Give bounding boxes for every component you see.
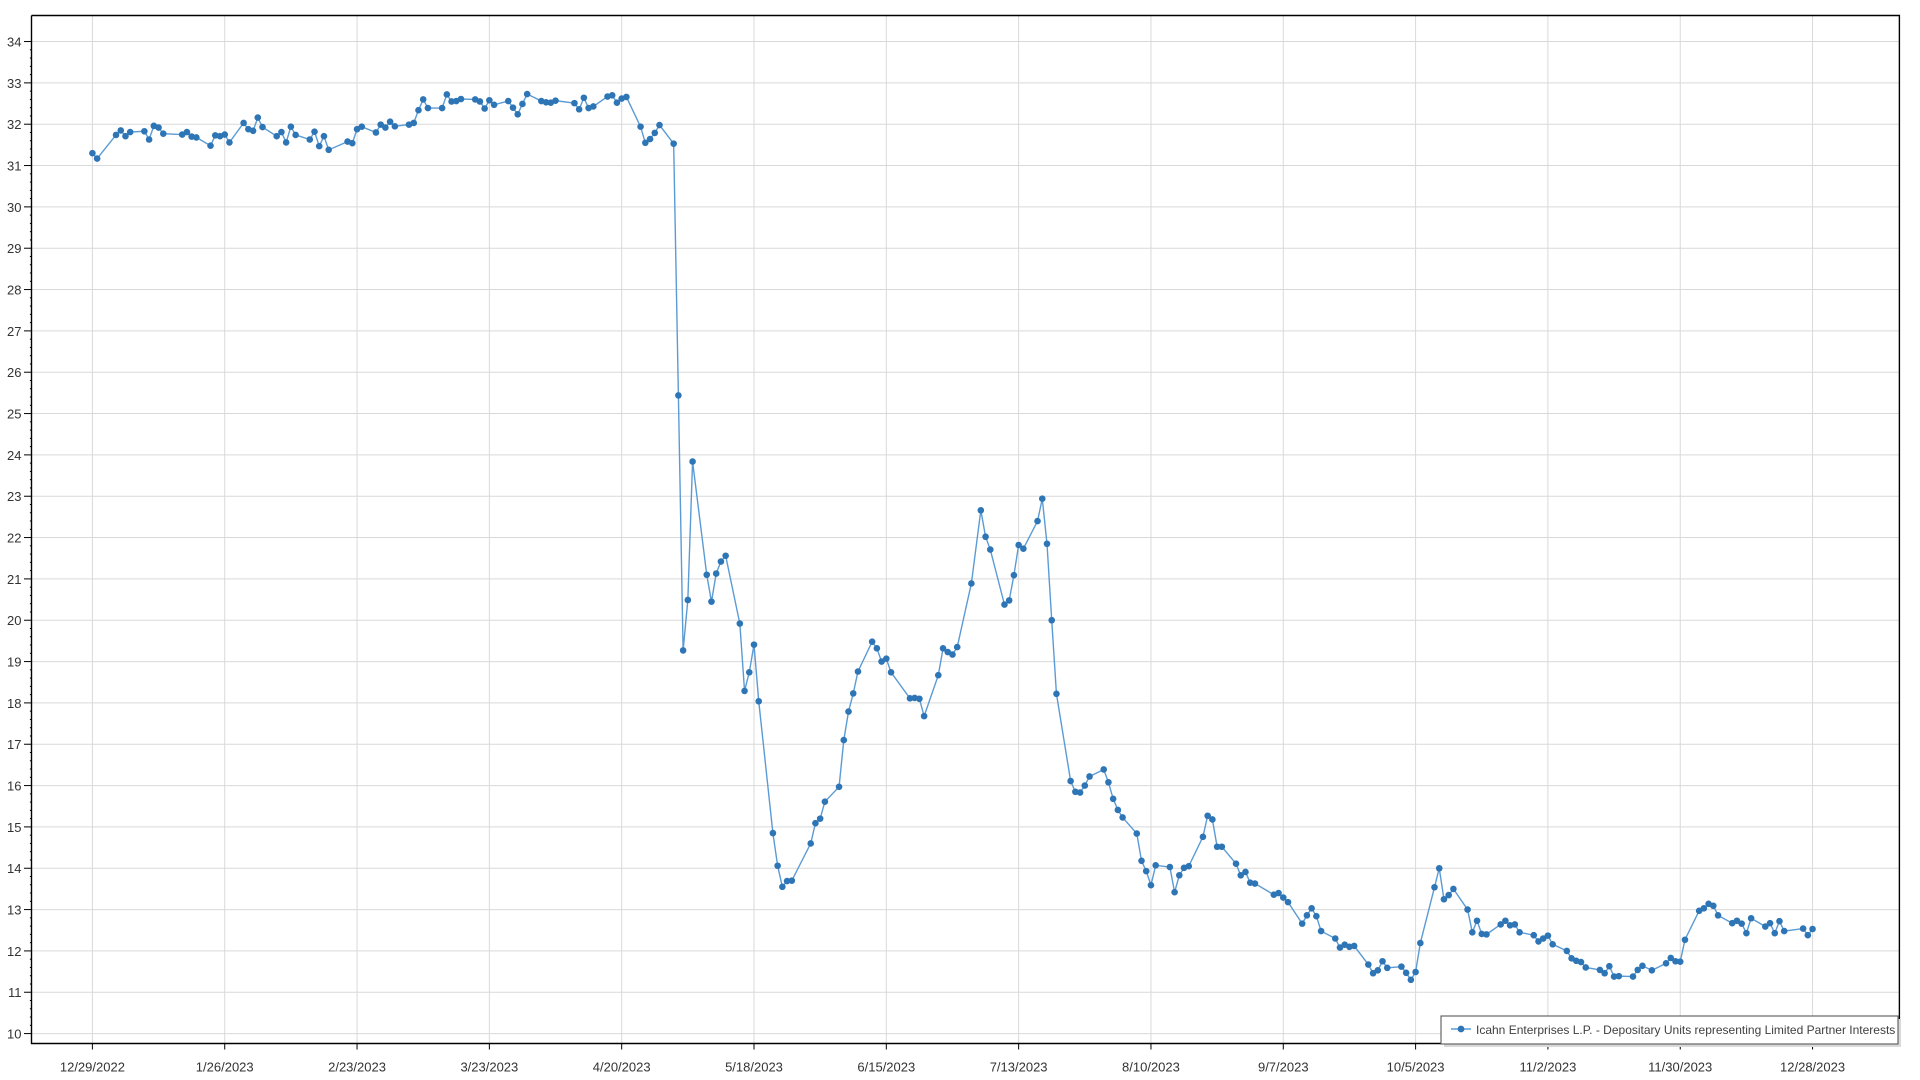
svg-text:22: 22 xyxy=(7,531,21,546)
svg-text:10/5/2023: 10/5/2023 xyxy=(1387,1060,1445,1075)
svg-text:7/13/2023: 7/13/2023 xyxy=(990,1060,1048,1075)
svg-text:11/2/2023: 11/2/2023 xyxy=(1519,1060,1576,1075)
svg-text:9/7/2023: 9/7/2023 xyxy=(1258,1060,1309,1075)
svg-text:13: 13 xyxy=(7,903,21,918)
svg-text:15: 15 xyxy=(7,820,21,835)
svg-text:25: 25 xyxy=(7,407,21,422)
svg-text:12: 12 xyxy=(7,944,21,959)
svg-text:8/10/2023: 8/10/2023 xyxy=(1122,1060,1180,1075)
svg-text:32: 32 xyxy=(7,117,21,132)
svg-text:1/26/2023: 1/26/2023 xyxy=(196,1060,254,1075)
svg-text:21: 21 xyxy=(7,572,21,587)
svg-text:10: 10 xyxy=(7,1027,21,1042)
svg-text:19: 19 xyxy=(7,655,21,670)
svg-text:27: 27 xyxy=(7,324,21,339)
svg-text:30: 30 xyxy=(7,200,21,215)
svg-text:34: 34 xyxy=(7,35,21,50)
svg-text:12/29/2022: 12/29/2022 xyxy=(60,1060,125,1075)
svg-text:14: 14 xyxy=(7,861,21,876)
svg-text:4/20/2023: 4/20/2023 xyxy=(593,1060,651,1075)
svg-text:Icahn Enterprises L.P. - Depos: Icahn Enterprises L.P. - Depositary Unit… xyxy=(1476,1023,1895,1037)
svg-text:18: 18 xyxy=(7,696,21,711)
svg-text:20: 20 xyxy=(7,613,21,628)
svg-text:33: 33 xyxy=(7,76,21,91)
svg-text:12/28/2023: 12/28/2023 xyxy=(1780,1060,1845,1075)
svg-text:29: 29 xyxy=(7,241,21,256)
svg-text:5/18/2023: 5/18/2023 xyxy=(725,1060,783,1075)
svg-text:11: 11 xyxy=(8,985,22,1000)
svg-text:2/23/2023: 2/23/2023 xyxy=(328,1060,386,1075)
svg-text:11/30/2023: 11/30/2023 xyxy=(1648,1060,1712,1075)
svg-text:28: 28 xyxy=(7,283,21,298)
svg-text:31: 31 xyxy=(7,159,21,174)
svg-text:16: 16 xyxy=(7,779,21,794)
svg-text:23: 23 xyxy=(7,489,21,504)
svg-text:26: 26 xyxy=(7,365,21,380)
svg-text:24: 24 xyxy=(7,448,21,463)
svg-text:17: 17 xyxy=(7,737,21,752)
svg-text:3/23/2023: 3/23/2023 xyxy=(460,1060,518,1075)
svg-text:6/15/2023: 6/15/2023 xyxy=(857,1060,915,1075)
